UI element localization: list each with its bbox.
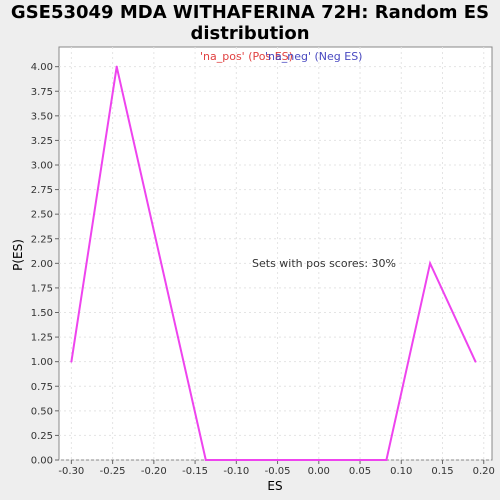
y-tick-label: 0.00 [31, 456, 53, 467]
series-layer [70, 65, 477, 461]
x-tick-label: -0.20 [141, 466, 167, 477]
x-tick-label: 0.20 [473, 466, 495, 477]
legend-entry-na-neg: 'na_neg' (Neg ES) [265, 50, 362, 63]
y-tick-label: 0.25 [31, 431, 53, 442]
y-tick-label: 3.25 [31, 136, 53, 147]
series-point [115, 65, 118, 68]
chart-title-line-2: distribution [190, 23, 310, 44]
legend: 'na_pos' (Pos ES) 'na_neg' (Neg ES) [200, 50, 362, 63]
series-point [474, 360, 477, 363]
y-tick-label: 0.75 [31, 382, 53, 393]
y-tick-label: 3.75 [31, 87, 53, 98]
pos-scores-annotation: Sets with pos scores: 30% [252, 257, 396, 270]
chart-title: GSE53049 MDA WITHAFERINA 72H: Random ES … [0, 2, 500, 44]
y-tick-label: 3.50 [31, 111, 53, 122]
x-axis-label: ES [267, 479, 282, 493]
x-tick-label: 0.10 [390, 466, 412, 477]
x-tick-label: -0.30 [58, 466, 84, 477]
y-tick-label: 1.00 [31, 357, 53, 368]
y-tick-label: 2.25 [31, 234, 53, 245]
y-axis-label: P(ES) [11, 239, 25, 271]
chart-title-line-1: GSE53049 MDA WITHAFERINA 72H: Random ES [10, 2, 490, 23]
series-point [429, 262, 432, 265]
axis-ticks: -0.30 -0.25 -0.20 -0.15 -0.10 -0.05 0.00 0.05 0.… [31, 62, 495, 477]
y-tick-label: 1.25 [31, 333, 53, 344]
grid-lines [59, 47, 492, 461]
y-tick-label: 2.75 [31, 185, 53, 196]
x-tick-label: -0.25 [100, 466, 126, 477]
y-tick-label: 3.00 [31, 161, 53, 172]
x-tick-label: 0.15 [431, 466, 453, 477]
y-tick-label: 4.00 [31, 62, 53, 73]
series-point [385, 459, 388, 461]
series-line [70, 66, 477, 461]
x-tick-label: -0.05 [265, 466, 291, 477]
y-tick-label: 2.00 [31, 259, 53, 270]
y-tick-label: 0.50 [31, 406, 53, 417]
y-tick-label: 1.50 [31, 308, 53, 319]
series-point [204, 459, 207, 461]
x-tick-label: 0.00 [308, 466, 330, 477]
legend-entry-na-pos: 'na_pos' (Pos ES) [200, 50, 293, 63]
x-tick-label: -0.10 [223, 466, 249, 477]
plot-area [58, 46, 493, 461]
y-tick-label: 1.75 [31, 283, 53, 294]
series-point [70, 360, 73, 363]
x-tick-label: 0.05 [349, 466, 371, 477]
x-tick-label: -0.15 [182, 466, 208, 477]
y-tick-label: 2.50 [31, 210, 53, 221]
